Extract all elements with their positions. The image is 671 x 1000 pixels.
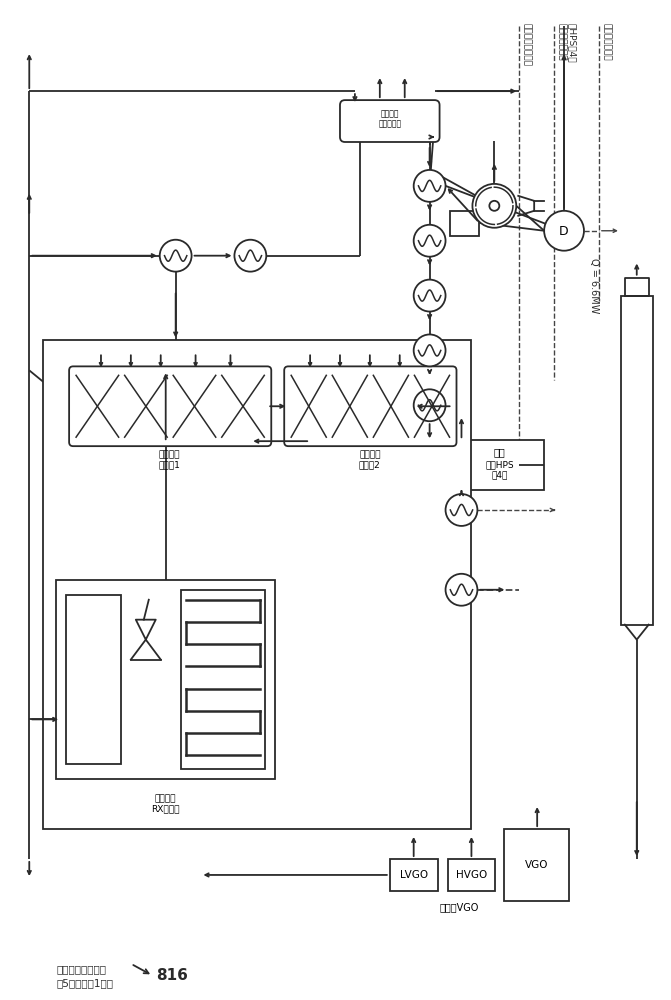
Bar: [66, 595, 121, 764]
Bar: [43, 340, 472, 829]
Text: 第一阶段
反应器2: 第一阶段 反应器2: [359, 450, 380, 470]
Text: D: D: [559, 225, 569, 238]
Circle shape: [414, 170, 446, 202]
Circle shape: [414, 389, 446, 421]
Text: 来自石脑油分割塔: 来自石脑油分割塔: [522, 23, 531, 66]
Bar: [505, 829, 569, 901]
Text: 至HPS第4页
柴油空气冷却器: 至HPS第4页 柴油空气冷却器: [557, 23, 576, 63]
Circle shape: [160, 240, 192, 272]
Text: 第一阶段
RX进料炉: 第一阶段 RX进料炉: [152, 794, 180, 814]
Bar: [454, 440, 544, 490]
Bar: [56, 580, 275, 779]
Text: Q = 6.6MW: Q = 6.6MW: [589, 258, 599, 313]
Text: LVGO: LVGO: [400, 870, 427, 880]
Circle shape: [489, 201, 499, 211]
Text: 加氢裂化装置分离: 加氢裂化装置分离: [56, 964, 106, 974]
Text: 第一阶段
进料缓冲罐: 第一阶段 进料缓冲罐: [378, 109, 401, 129]
Circle shape: [414, 280, 446, 312]
Bar: [180, 590, 265, 769]
Bar: [621, 296, 653, 625]
Circle shape: [446, 574, 477, 606]
Circle shape: [414, 334, 446, 366]
Text: 至石脑油分割塔: 至石脑油分割塔: [602, 23, 611, 61]
Circle shape: [414, 225, 446, 257]
Text: 第一阶段
反应器1: 第一阶段 反应器1: [159, 450, 180, 470]
FancyBboxPatch shape: [285, 366, 456, 446]
Text: 来自HPS
第4页: 来自HPS 第4页: [485, 460, 513, 480]
Text: VGO: VGO: [525, 860, 549, 870]
Text: HVGO: HVGO: [456, 870, 487, 880]
Circle shape: [446, 494, 477, 526]
Text: （5个中的第1个）: （5个中的第1个）: [56, 979, 113, 989]
Bar: [448, 859, 495, 891]
Bar: [450, 211, 479, 236]
Bar: [390, 859, 437, 891]
FancyBboxPatch shape: [340, 100, 440, 142]
Text: 输入的VGO: 输入的VGO: [440, 902, 479, 912]
Circle shape: [234, 240, 266, 272]
Circle shape: [544, 211, 584, 251]
Circle shape: [472, 184, 516, 228]
Text: 柴油: 柴油: [493, 447, 505, 457]
FancyBboxPatch shape: [69, 366, 271, 446]
Text: 816: 816: [156, 968, 188, 983]
